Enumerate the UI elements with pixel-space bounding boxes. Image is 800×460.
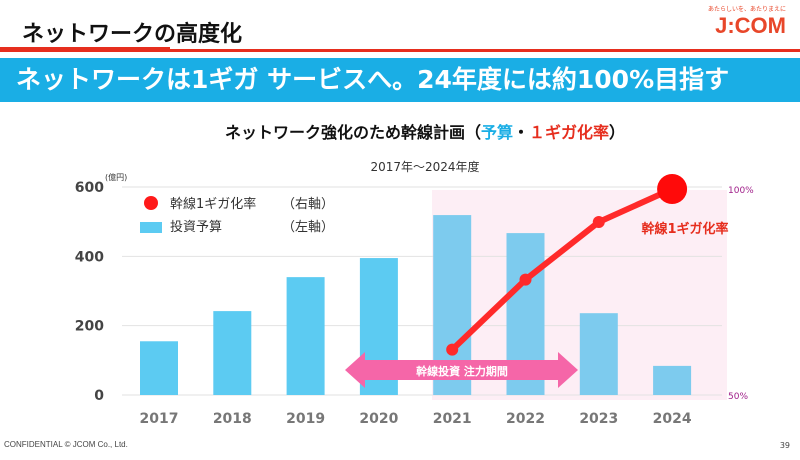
left-axis-tick: 400 [75,249,104,265]
rate-point-2022 [519,273,532,286]
legend: 幹線1ギガ化率 （右軸） 投資予算 （左軸） [140,196,334,235]
bar-2017 [140,341,178,395]
left-axis-tick: 0 [94,388,104,404]
left-axis-tick: 600 [75,180,104,196]
confidential-footer: CONFIDENTIAL © JCOM Co., Ltd. [4,440,128,449]
title-underline [170,49,800,52]
slide-title: ネットワークの高度化 [22,22,243,47]
x-axis-tick: 2020 [359,411,398,427]
jcom-logo: あたらしいを、あたりまえに J:COM [708,4,786,39]
x-axis-tick: 2019 [286,411,325,427]
legend-bar-axis: （左軸） [282,220,334,235]
focus-period-arrow: 幹線投資 注力期間 [345,352,578,388]
legend-bar-marker [140,222,162,233]
line-series-label: 幹線1ギガ化率 [641,221,728,237]
chart-title-rate: １ギガ化率 [529,123,609,142]
x-axis-tick: 2022 [506,411,545,427]
x-axis-tick: 2018 [213,411,252,427]
rate-line [450,186,674,352]
right-axis-tick: 50% [728,392,748,402]
chart-title: ネットワーク強化のため幹線計画（予算・１ギガ化率） [225,123,625,142]
logo-tagline: あたらしいを、あたりまえに [707,6,786,13]
rate-point-2021 [446,343,459,356]
right-axis-tick: 100% [728,186,754,196]
x-axis-tick: 2021 [433,411,472,427]
chart-title-sep: ・ [513,123,529,142]
focus-period-label: 幹線投資 注力期間 [416,364,508,378]
bar-2023 [579,313,618,395]
bar-2018 [213,311,252,395]
title-underline-accent [0,47,170,52]
legend-bar-label: 投資予算 [170,219,222,235]
legend-line-marker [144,196,158,210]
rate-point-2023 [592,215,605,228]
legend-line-label: 幹線1ギガ化率 [170,196,256,212]
left-axis-tick: 200 [75,319,104,335]
logo-text: J:COM [715,13,786,38]
chart-subtitle: 2017年～2024年度 [370,159,479,174]
chart-title-budget: 予算 [481,123,513,142]
chart-title-part: ネットワーク強化のため幹線計画（ [225,123,481,142]
chart-title-close: ） [609,123,625,142]
double-arrow-icon [345,352,578,388]
x-axis-tick: 2023 [579,411,618,427]
page-number: 39 [779,441,790,450]
legend-line-axis: （右軸） [282,197,334,212]
headline-banner: ネットワークは1ギガ サービスへ。24年度には約100%目指す [0,58,800,102]
rate-point-2024 [657,174,688,204]
bar-2024 [653,365,692,395]
bar-2019 [286,277,325,395]
left-axis-unit: (億円) [105,172,127,182]
x-axis-tick: 2017 [140,411,179,427]
x-axis-tick: 2024 [653,411,692,427]
